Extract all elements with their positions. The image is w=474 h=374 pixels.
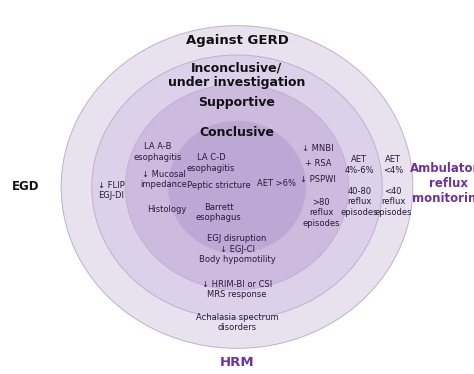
Text: Against GERD: Against GERD: [185, 34, 289, 47]
Text: Barrett
esophagus: Barrett esophagus: [196, 203, 242, 223]
Text: AET >6%: AET >6%: [257, 179, 296, 188]
Text: ↓ PSPWI: ↓ PSPWI: [300, 175, 336, 184]
Text: AET
4%-6%: AET 4%-6%: [345, 155, 374, 175]
Text: AET
<4%: AET <4%: [383, 155, 403, 175]
Text: EGJ disruption
↓ EGJ-CI
Body hypomotility: EGJ disruption ↓ EGJ-CI Body hypomotilit…: [199, 234, 275, 264]
Text: + RSA: + RSA: [305, 159, 331, 168]
Text: HRM: HRM: [219, 356, 255, 370]
Text: LA C-D
esophagitis: LA C-D esophagitis: [187, 153, 235, 173]
Ellipse shape: [126, 84, 348, 290]
Text: Conclusive: Conclusive: [200, 126, 274, 138]
Text: <40
reflux
episodes: <40 reflux episodes: [374, 187, 412, 217]
Text: 40-80
reflux
episodes: 40-80 reflux episodes: [341, 187, 378, 217]
Text: LA A-B
esophagitis: LA A-B esophagitis: [133, 142, 182, 162]
Ellipse shape: [61, 26, 413, 348]
Text: EGD: EGD: [12, 181, 40, 193]
Text: Achalasia spectrum
disorders: Achalasia spectrum disorders: [196, 313, 278, 332]
Text: Inconclusive/
under investigation: Inconclusive/ under investigation: [168, 61, 306, 89]
Text: ↓ Mucosal
impedance: ↓ Mucosal impedance: [140, 170, 187, 189]
Ellipse shape: [168, 121, 306, 253]
Text: Peptic stricture: Peptic stricture: [187, 181, 251, 190]
Text: Supportive: Supportive: [199, 96, 275, 109]
Text: ↓ MNBI: ↓ MNBI: [302, 144, 334, 153]
Ellipse shape: [92, 55, 382, 319]
Text: ↓ FLIP
EGJ-DI: ↓ FLIP EGJ-DI: [98, 181, 125, 200]
Text: >80
reflux
episodes: >80 reflux episodes: [302, 198, 340, 227]
Text: Histology: Histology: [147, 205, 186, 214]
Text: Ambulatory
reflux
monitoring: Ambulatory reflux monitoring: [410, 162, 474, 205]
Text: ↓ HRIM-BI or CSI
MRS response: ↓ HRIM-BI or CSI MRS response: [202, 280, 272, 299]
